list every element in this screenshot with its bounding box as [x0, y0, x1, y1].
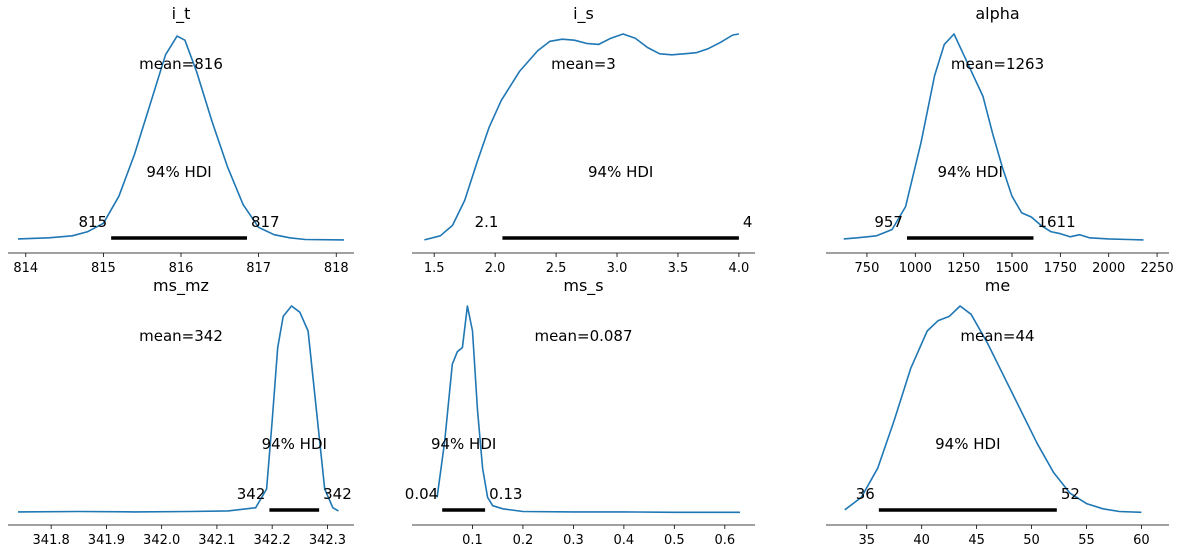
- x-tick-label: 341.8: [33, 533, 70, 548]
- mean-label: mean=816: [139, 55, 223, 73]
- x-tick-label: 2.0: [485, 261, 506, 276]
- panel-me: me 35 40 45 50 55 60 mean=44 94% HDI 36 52: [826, 276, 1169, 548]
- x-tick-label: 55: [1078, 533, 1095, 548]
- hdi-high-label: 1611: [1037, 213, 1075, 231]
- density-curve: [17, 305, 339, 513]
- x-tick-label: 60: [1133, 533, 1150, 548]
- hdi-low-label: 2.1: [475, 213, 499, 231]
- x-tick-label: 3.0: [607, 261, 628, 276]
- x-tick-label: 50: [1023, 533, 1040, 548]
- mean-label: mean=342: [139, 327, 223, 345]
- x-tick-label: 342.2: [254, 533, 291, 548]
- x-tick-label: 342.3: [309, 533, 346, 548]
- x-tick-label: 1500: [995, 261, 1028, 276]
- x-tick-label: 1.5: [424, 261, 445, 276]
- x-tick-label: 342.1: [198, 533, 235, 548]
- x-tick-label: 0.4: [614, 533, 635, 548]
- density-curve: [436, 305, 740, 514]
- panel-i-t: i_t 814 815 816 817 818 mean=816 94% HDI 815 817: [8, 4, 354, 276]
- hdi-high-label: 0.13: [489, 485, 522, 503]
- mean-label: mean=3: [551, 55, 616, 73]
- x-tick-label: 750: [855, 261, 880, 276]
- mean-label: mean=44: [960, 327, 1034, 345]
- panel-title: ms_mz: [153, 276, 209, 296]
- hdi-label: 94% HDI: [935, 435, 1000, 453]
- x-tick-label: 40: [913, 533, 930, 548]
- density-curve: [424, 33, 740, 241]
- hdi-low-label: 815: [79, 213, 108, 231]
- hdi-high-label: 52: [1061, 485, 1080, 503]
- panel-ms-s: ms_s 0.1 0.2 0.3 0.4 0.5 0.6 mean=0.087 94% HDI 0…: [405, 276, 755, 548]
- x-tick-label: 341.9: [88, 533, 125, 548]
- x-tick-label: 818: [324, 261, 349, 276]
- x-tick-label: 1000: [899, 261, 932, 276]
- x-tick-label: 815: [91, 261, 116, 276]
- hdi-low-label: 0.04: [405, 485, 438, 503]
- x-tick-label: 342.0: [143, 533, 180, 548]
- panel-ms-mz: ms_mz 341.8 341.9 342.0 342.1 342.2 342.3 mean=…: [8, 276, 354, 548]
- hdi-label: 94% HDI: [431, 435, 496, 453]
- hdi-high-label: 342: [323, 485, 352, 503]
- mean-label: mean=0.087: [534, 327, 632, 345]
- x-tick-label: 2.5: [546, 261, 567, 276]
- mean-label: mean=1263: [951, 55, 1044, 73]
- x-tick-label: 0.5: [664, 533, 685, 548]
- x-tick-label: 0.2: [513, 533, 534, 548]
- hdi-label: 94% HDI: [262, 435, 327, 453]
- x-tick-label: 814: [13, 261, 38, 276]
- density-curve: [844, 305, 1142, 514]
- x-tick-label: 816: [169, 261, 194, 276]
- x-tick-label: 3.5: [668, 261, 689, 276]
- x-tick-label: 1250: [947, 261, 980, 276]
- hdi-high-label: 4: [743, 213, 753, 231]
- x-tick-label: 45: [968, 533, 985, 548]
- hdi-low-label: 36: [856, 485, 875, 503]
- panel-title: i_s: [573, 4, 594, 24]
- panel-alpha: alpha 750 1000 1250 1500 1750 2000 2250 mean=126…: [826, 4, 1174, 276]
- x-tick-label: 2000: [1092, 261, 1125, 276]
- hdi-label: 94% HDI: [588, 163, 653, 181]
- panel-title: ms_s: [563, 276, 603, 296]
- x-tick-label: 1750: [1044, 261, 1077, 276]
- panel-title: i_t: [172, 4, 191, 24]
- panel-title: alpha: [975, 4, 1019, 23]
- hdi-low-label: 342: [237, 485, 266, 503]
- x-tick-label: 0.3: [563, 533, 584, 548]
- hdi-low-label: 957: [874, 213, 903, 231]
- density-curve: [843, 33, 1144, 241]
- x-tick-label: 4.0: [729, 261, 750, 276]
- hdi-label: 94% HDI: [938, 163, 1003, 181]
- density-curve: [17, 35, 345, 241]
- x-tick-label: 35: [858, 533, 875, 548]
- panel-i-s: i_s 1.5 2.0 2.5 3.0 3.5 4.0 mean=3 94% HDI 2.1 4: [412, 4, 755, 276]
- x-tick-label: 2250: [1141, 261, 1174, 276]
- x-tick-label: 0.6: [714, 533, 735, 548]
- x-tick-label: 0.1: [462, 533, 483, 548]
- hdi-high-label: 817: [251, 213, 280, 231]
- hdi-label: 94% HDI: [146, 163, 211, 181]
- x-tick-label: 817: [246, 261, 271, 276]
- panel-title: me: [985, 276, 1010, 295]
